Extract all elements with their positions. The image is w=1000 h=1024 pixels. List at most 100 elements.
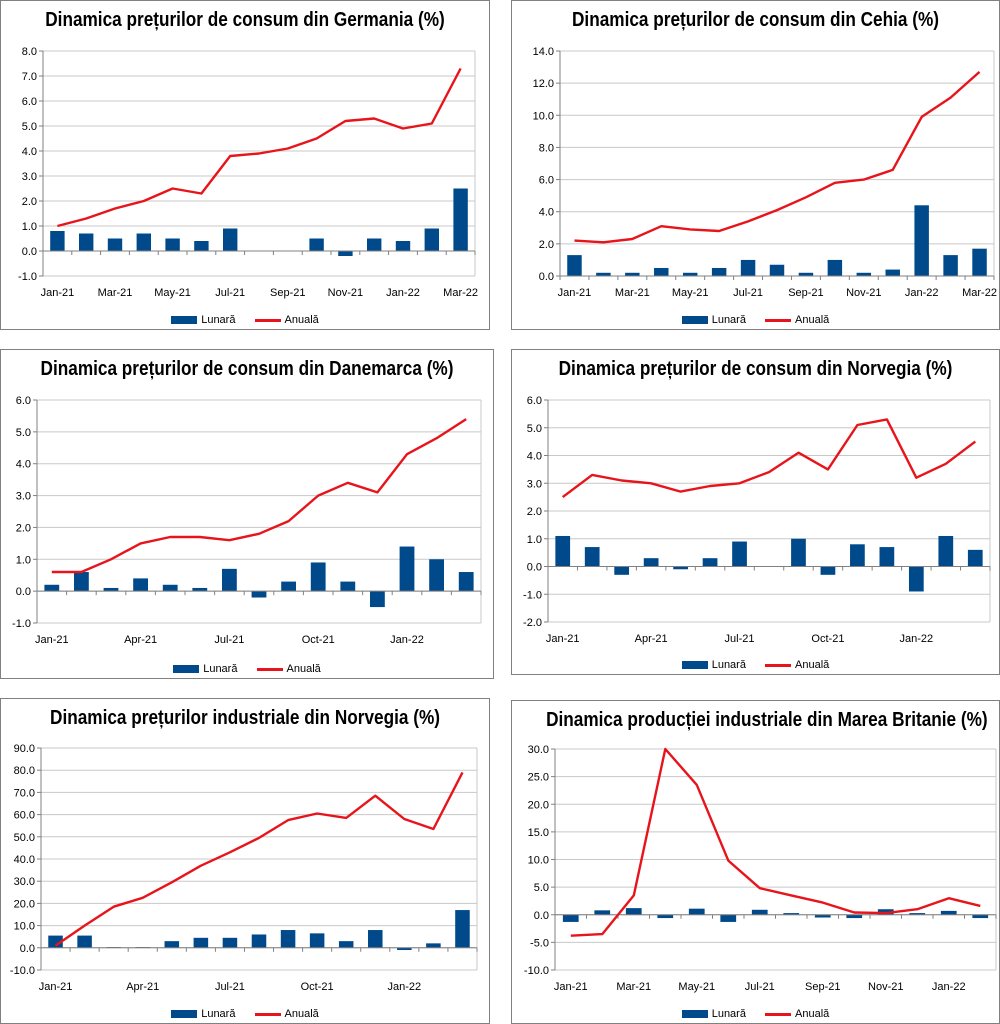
legend-item-annual: Anuală [254, 1008, 319, 1020]
legend-label-monthly: Lunară [711, 1008, 746, 1020]
bar-monthly [395, 241, 411, 251]
bar-monthly [338, 251, 353, 256]
x-tick-label: Jan-22 [388, 981, 422, 993]
x-tick-label: Nov-21 [868, 981, 903, 993]
bar-monthly [791, 538, 806, 567]
bar-monthly [673, 566, 688, 570]
x-tick-label: Sep-21 [270, 287, 305, 299]
x-tick-label: Jul-21 [215, 287, 245, 299]
legend-swatch-bar [171, 316, 198, 325]
bar-monthly [455, 910, 470, 948]
bar-monthly [555, 535, 571, 567]
legend-label-monthly: Lunară [711, 659, 746, 671]
chart-legend: Lunară Anuală [1, 314, 489, 326]
y-tick-label: 2.0 [539, 239, 554, 251]
bar-monthly [251, 591, 267, 598]
x-tick-label: Jan-21 [35, 634, 69, 646]
y-tick-label: 60.0 [14, 810, 35, 822]
legend-label-annual: Anuală [284, 1008, 319, 1020]
bar-monthly [850, 544, 865, 567]
bar-monthly [909, 913, 926, 915]
y-tick-label: 6.0 [16, 395, 31, 407]
chart-svg: -10.0 -5.0 0.0 5.0 10.0 15.0 20.0 25.0 30.0 Jan-2… [524, 744, 997, 993]
x-tick-label: Jan-21 [554, 981, 588, 993]
line-annual [54, 771, 464, 947]
x-tick-label: Nov-21 [328, 287, 363, 299]
bar-monthly [562, 914, 579, 922]
bar-monthly [625, 908, 642, 915]
y-tick-label: 30.0 [14, 876, 35, 888]
bar-monthly [397, 947, 412, 951]
bar-monthly [193, 937, 209, 948]
x-tick-label: Mar-21 [615, 287, 650, 299]
bar-monthly [103, 587, 119, 592]
bar-monthly [367, 238, 382, 251]
bar-monthly [74, 572, 89, 592]
x-tick-label: Apr-21 [126, 981, 159, 993]
x-tick-label: Oct-21 [301, 981, 334, 993]
bar-monthly [846, 914, 863, 919]
bar-monthly [424, 228, 439, 251]
bar-monthly [222, 937, 238, 948]
y-tick-label: 3.0 [22, 171, 37, 183]
y-tick-label: 25.0 [528, 772, 549, 784]
legend-swatch-line [254, 1012, 281, 1016]
legend-label-annual: Anuală [284, 314, 319, 326]
line-annual [570, 747, 981, 937]
bar-monthly [280, 930, 296, 948]
bar-monthly [938, 535, 954, 567]
line-annual [561, 418, 977, 499]
bar-monthly [972, 248, 987, 276]
bar-monthly [688, 908, 705, 915]
x-tick-label: Jul-21 [745, 981, 775, 993]
bar-monthly [625, 272, 640, 276]
y-tick-label: 4.0 [539, 207, 554, 219]
y-tick-label: 20.0 [14, 898, 35, 910]
y-tick-label: 6.0 [22, 96, 37, 108]
bar-monthly [50, 231, 65, 251]
x-tick-label: May-21 [678, 981, 715, 993]
chart-legend: Lunară Anuală [1, 1008, 489, 1020]
chart-legend: Lunară Anuală [1, 663, 493, 675]
x-tick-label: Sep-21 [788, 287, 823, 299]
bar-monthly [399, 546, 415, 592]
y-tick-label: -10.0 [10, 965, 35, 977]
bar-monthly [594, 910, 611, 915]
bar-monthly [567, 255, 582, 276]
y-tick-label: 2.0 [22, 196, 37, 208]
y-tick-label: -1.0 [18, 271, 37, 283]
x-tick-label: Mar-22 [443, 287, 478, 299]
y-tick-label: 6.0 [539, 175, 554, 187]
y-tick-label: 2.0 [16, 522, 31, 534]
y-tick-label: 50.0 [14, 832, 35, 844]
legend-label-monthly: Lunară [201, 314, 236, 326]
legend-swatch-line [254, 318, 281, 322]
y-tick-label: 12.0 [533, 78, 554, 90]
chart-svg: 0.0 2.0 4.0 6.0 8.0 10.0 12.0 14.0 Jan-21 Mar-21 M… [533, 46, 997, 299]
bar-monthly [165, 238, 180, 251]
y-tick-label: 8.0 [22, 46, 37, 58]
y-tick-label: 1.0 [527, 534, 542, 546]
legend-item-monthly: Lunară [681, 659, 746, 671]
x-tick-label: Jan-21 [546, 633, 580, 645]
chart-legend: Lunară Anuală [512, 1008, 999, 1020]
x-tick-label: Jan-22 [905, 287, 939, 299]
bar-monthly [281, 581, 296, 592]
bar-monthly [943, 255, 958, 276]
legend-item-annual: Anuală [765, 314, 829, 326]
y-tick-label: 5.0 [16, 427, 31, 439]
x-tick-label: May-21 [672, 287, 709, 299]
bar-monthly [338, 941, 354, 948]
legend-label-monthly: Lunară [711, 314, 746, 326]
bar-monthly [814, 914, 831, 918]
bar-monthly [972, 914, 989, 919]
bar-monthly [820, 566, 836, 575]
chart-svg: -1.0 0.0 1.0 2.0 3.0 4.0 5.0 6.0 Jan-21 Apr-21 Jul… [12, 395, 482, 646]
y-tick-label: 10.0 [14, 921, 35, 933]
chart-title: Dinamica prețurilor industriale din Norv… [50, 707, 440, 729]
y-tick-label: -2.0 [523, 617, 542, 629]
y-tick-label: 0.0 [539, 271, 554, 283]
bar-monthly [783, 913, 800, 915]
bar-monthly [643, 558, 659, 567]
line-annual [51, 418, 467, 574]
